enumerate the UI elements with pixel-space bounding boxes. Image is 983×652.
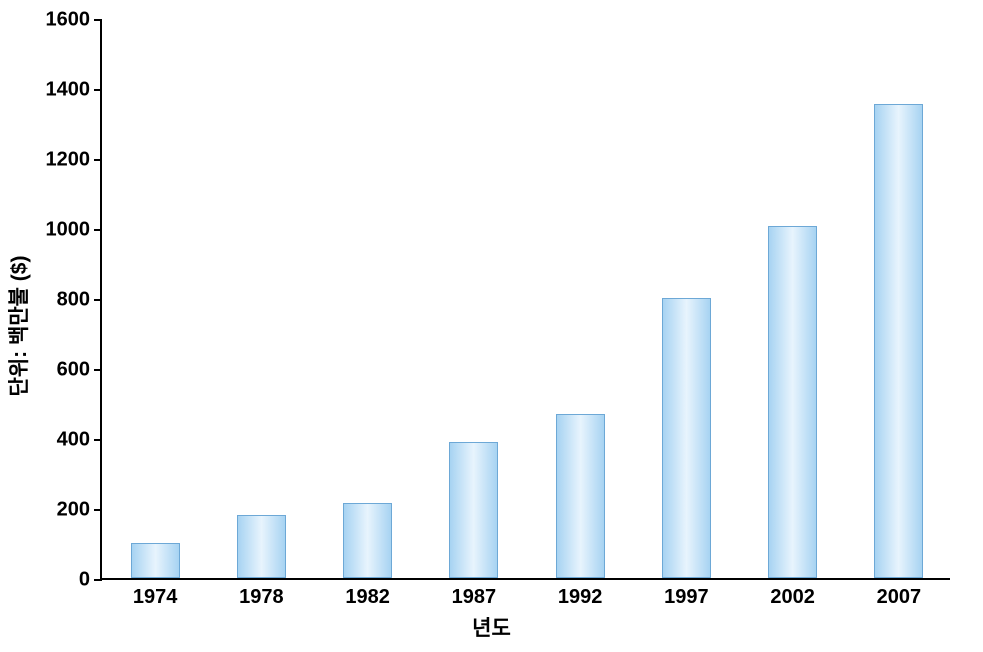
x-tick-label: 1997 [664,586,709,609]
bar [556,414,605,579]
bar [449,442,498,579]
y-tick [94,369,102,371]
x-tick-label: 2002 [770,586,815,609]
bar [874,104,923,578]
y-tick [94,509,102,511]
x-tick-label: 2007 [877,586,922,609]
y-tick-label: 600 [57,359,90,382]
bar [237,515,286,578]
x-tick-label: 1982 [345,586,390,609]
y-tick [94,19,102,21]
bar [343,503,392,578]
x-tick-label: 1978 [239,586,284,609]
y-axis-label: 단위: 백만불 ($) [3,256,33,397]
x-axis-label: 년도 [472,612,511,642]
y-tick [94,229,102,231]
x-tick-label: 1987 [452,586,497,609]
x-tick-label: 1992 [558,586,603,609]
y-tick-label: 0 [79,569,90,592]
y-tick [94,89,102,91]
y-tick [94,159,102,161]
y-tick-label: 1400 [46,79,91,102]
y-tick [94,439,102,441]
bar [131,543,180,578]
y-tick-label: 1000 [46,219,91,242]
y-tick-label: 1600 [46,9,91,32]
y-tick [94,579,102,581]
y-tick [94,299,102,301]
plot-area: 0200400600800100012001400160019741978198… [100,20,950,580]
y-tick-label: 1200 [46,149,91,172]
chart-container: 단위: 백만불 ($) 0200400600800100012001400160… [0,0,983,652]
y-tick-label: 400 [57,429,90,452]
bar [662,298,711,578]
y-tick-label: 200 [57,499,90,522]
y-tick-label: 800 [57,289,90,312]
bar [768,226,817,578]
x-tick-label: 1974 [133,586,178,609]
